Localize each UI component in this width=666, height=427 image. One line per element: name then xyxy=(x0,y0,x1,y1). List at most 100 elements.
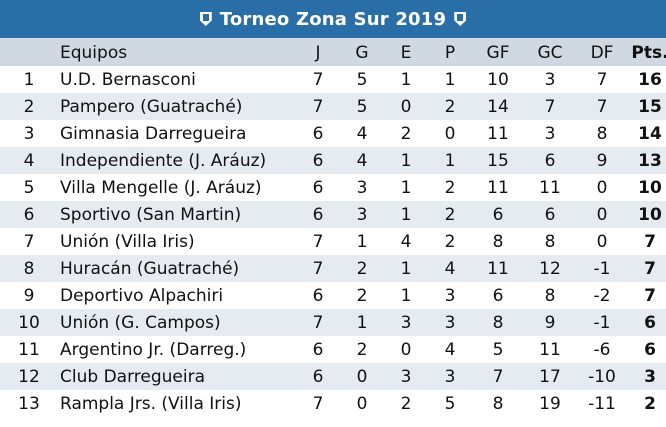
cell-won: 2 xyxy=(340,336,384,363)
cell-position: 7 xyxy=(0,228,58,255)
cell-team: Unión (Villa Iris) xyxy=(58,228,296,255)
cell-goals-for: 14 xyxy=(472,93,524,120)
header-team: Equipos xyxy=(58,39,296,66)
cell-team: Villa Mengelle (J. Aráuz) xyxy=(58,174,296,201)
cell-position: 11 xyxy=(0,336,58,363)
table-row: 3 Gimnasia Darregueira 6 4 2 0 11 3 8 14 xyxy=(0,120,666,147)
table-row: 2 Pampero (Guatraché) 7 5 0 2 14 7 7 15 xyxy=(0,93,666,120)
cell-won: 4 xyxy=(340,147,384,174)
cell-played: 6 xyxy=(296,147,340,174)
cell-goal-diff: 7 xyxy=(576,93,628,120)
cell-won: 0 xyxy=(340,363,384,390)
header-row: Equipos J G E P GF GC DF Pts. xyxy=(0,39,666,66)
cell-goals-for: 6 xyxy=(472,282,524,309)
cell-played: 6 xyxy=(296,174,340,201)
cell-team: U.D. Bernasconi xyxy=(58,66,296,93)
table-title: Torneo Zona Sur 2019 xyxy=(219,8,447,30)
cell-points: 6 xyxy=(628,336,666,363)
cell-points: 7 xyxy=(628,228,666,255)
cell-goal-diff: 0 xyxy=(576,174,628,201)
header-won: G xyxy=(340,39,384,66)
cell-won: 5 xyxy=(340,93,384,120)
cell-goals-against: 11 xyxy=(524,174,576,201)
cell-points: 2 xyxy=(628,390,666,417)
cell-points: 10 xyxy=(628,174,666,201)
cell-won: 5 xyxy=(340,66,384,93)
table-row: 6 Sportivo (San Martin) 6 3 1 2 6 6 0 10 xyxy=(0,201,666,228)
header-position xyxy=(0,39,58,66)
cell-won: 4 xyxy=(340,120,384,147)
cell-drawn: 1 xyxy=(384,282,428,309)
cell-drawn: 1 xyxy=(384,174,428,201)
cell-goal-diff: -6 xyxy=(576,336,628,363)
cell-goals-against: 12 xyxy=(524,255,576,282)
cell-goals-against: 6 xyxy=(524,201,576,228)
cell-played: 6 xyxy=(296,120,340,147)
cell-played: 6 xyxy=(296,282,340,309)
cell-goal-diff: 9 xyxy=(576,147,628,174)
cell-played: 6 xyxy=(296,336,340,363)
cell-goals-for: 8 xyxy=(472,309,524,336)
cell-goals-against: 3 xyxy=(524,66,576,93)
cell-lost: 4 xyxy=(428,336,472,363)
cell-drawn: 0 xyxy=(384,336,428,363)
cell-lost: 0 xyxy=(428,120,472,147)
cell-won: 2 xyxy=(340,255,384,282)
cell-position: 13 xyxy=(0,390,58,417)
cell-drawn: 3 xyxy=(384,309,428,336)
cell-played: 7 xyxy=(296,390,340,417)
cell-team: Rampla Jrs. (Villa Iris) xyxy=(58,390,296,417)
cell-goal-diff: -10 xyxy=(576,363,628,390)
cell-played: 7 xyxy=(296,309,340,336)
cell-team: Independiente (J. Aráuz) xyxy=(58,147,296,174)
cell-position: 4 xyxy=(0,147,58,174)
cell-goals-for: 5 xyxy=(472,336,524,363)
cell-goals-for: 10 xyxy=(472,66,524,93)
team-crest-icon xyxy=(199,12,212,26)
cell-drawn: 2 xyxy=(384,390,428,417)
cell-played: 6 xyxy=(296,363,340,390)
cell-goals-against: 6 xyxy=(524,147,576,174)
cell-points: 14 xyxy=(628,120,666,147)
cell-team: Deportivo Alpachiri xyxy=(58,282,296,309)
cell-points: 7 xyxy=(628,282,666,309)
cell-won: 0 xyxy=(340,390,384,417)
table-row: 9 Deportivo Alpachiri 6 2 1 3 6 8 -2 7 xyxy=(0,282,666,309)
cell-lost: 2 xyxy=(428,174,472,201)
team-crest-icon xyxy=(454,12,467,26)
cell-played: 7 xyxy=(296,228,340,255)
cell-goal-diff: -11 xyxy=(576,390,628,417)
table-row: 7 Unión (Villa Iris) 7 1 4 2 8 8 0 7 xyxy=(0,228,666,255)
table-row: 11 Argentino Jr. (Darreg.) 6 2 0 4 5 11 -6 6 xyxy=(0,336,666,363)
cell-goal-diff: -1 xyxy=(576,309,628,336)
cell-won: 3 xyxy=(340,201,384,228)
cell-drawn: 1 xyxy=(384,66,428,93)
cell-lost: 3 xyxy=(428,282,472,309)
cell-lost: 4 xyxy=(428,255,472,282)
cell-drawn: 1 xyxy=(384,255,428,282)
cell-drawn: 2 xyxy=(384,120,428,147)
cell-position: 9 xyxy=(0,282,58,309)
cell-team: Club Darregueira xyxy=(58,363,296,390)
cell-goals-for: 15 xyxy=(472,147,524,174)
header-played: J xyxy=(296,39,340,66)
cell-position: 10 xyxy=(0,309,58,336)
cell-lost: 3 xyxy=(428,309,472,336)
cell-team: Argentino Jr. (Darreg.) xyxy=(58,336,296,363)
cell-goals-against: 19 xyxy=(524,390,576,417)
cell-goals-for: 11 xyxy=(472,255,524,282)
cell-lost: 2 xyxy=(428,228,472,255)
header-lost: P xyxy=(428,39,472,66)
cell-goals-against: 17 xyxy=(524,363,576,390)
cell-points: 7 xyxy=(628,255,666,282)
cell-goal-diff: 8 xyxy=(576,120,628,147)
cell-points: 6 xyxy=(628,309,666,336)
cell-points: 13 xyxy=(628,147,666,174)
cell-team: Huracán (Guatraché) xyxy=(58,255,296,282)
cell-points: 10 xyxy=(628,201,666,228)
header-drawn: E xyxy=(384,39,428,66)
cell-points: 16 xyxy=(628,66,666,93)
cell-lost: 2 xyxy=(428,201,472,228)
cell-lost: 2 xyxy=(428,93,472,120)
